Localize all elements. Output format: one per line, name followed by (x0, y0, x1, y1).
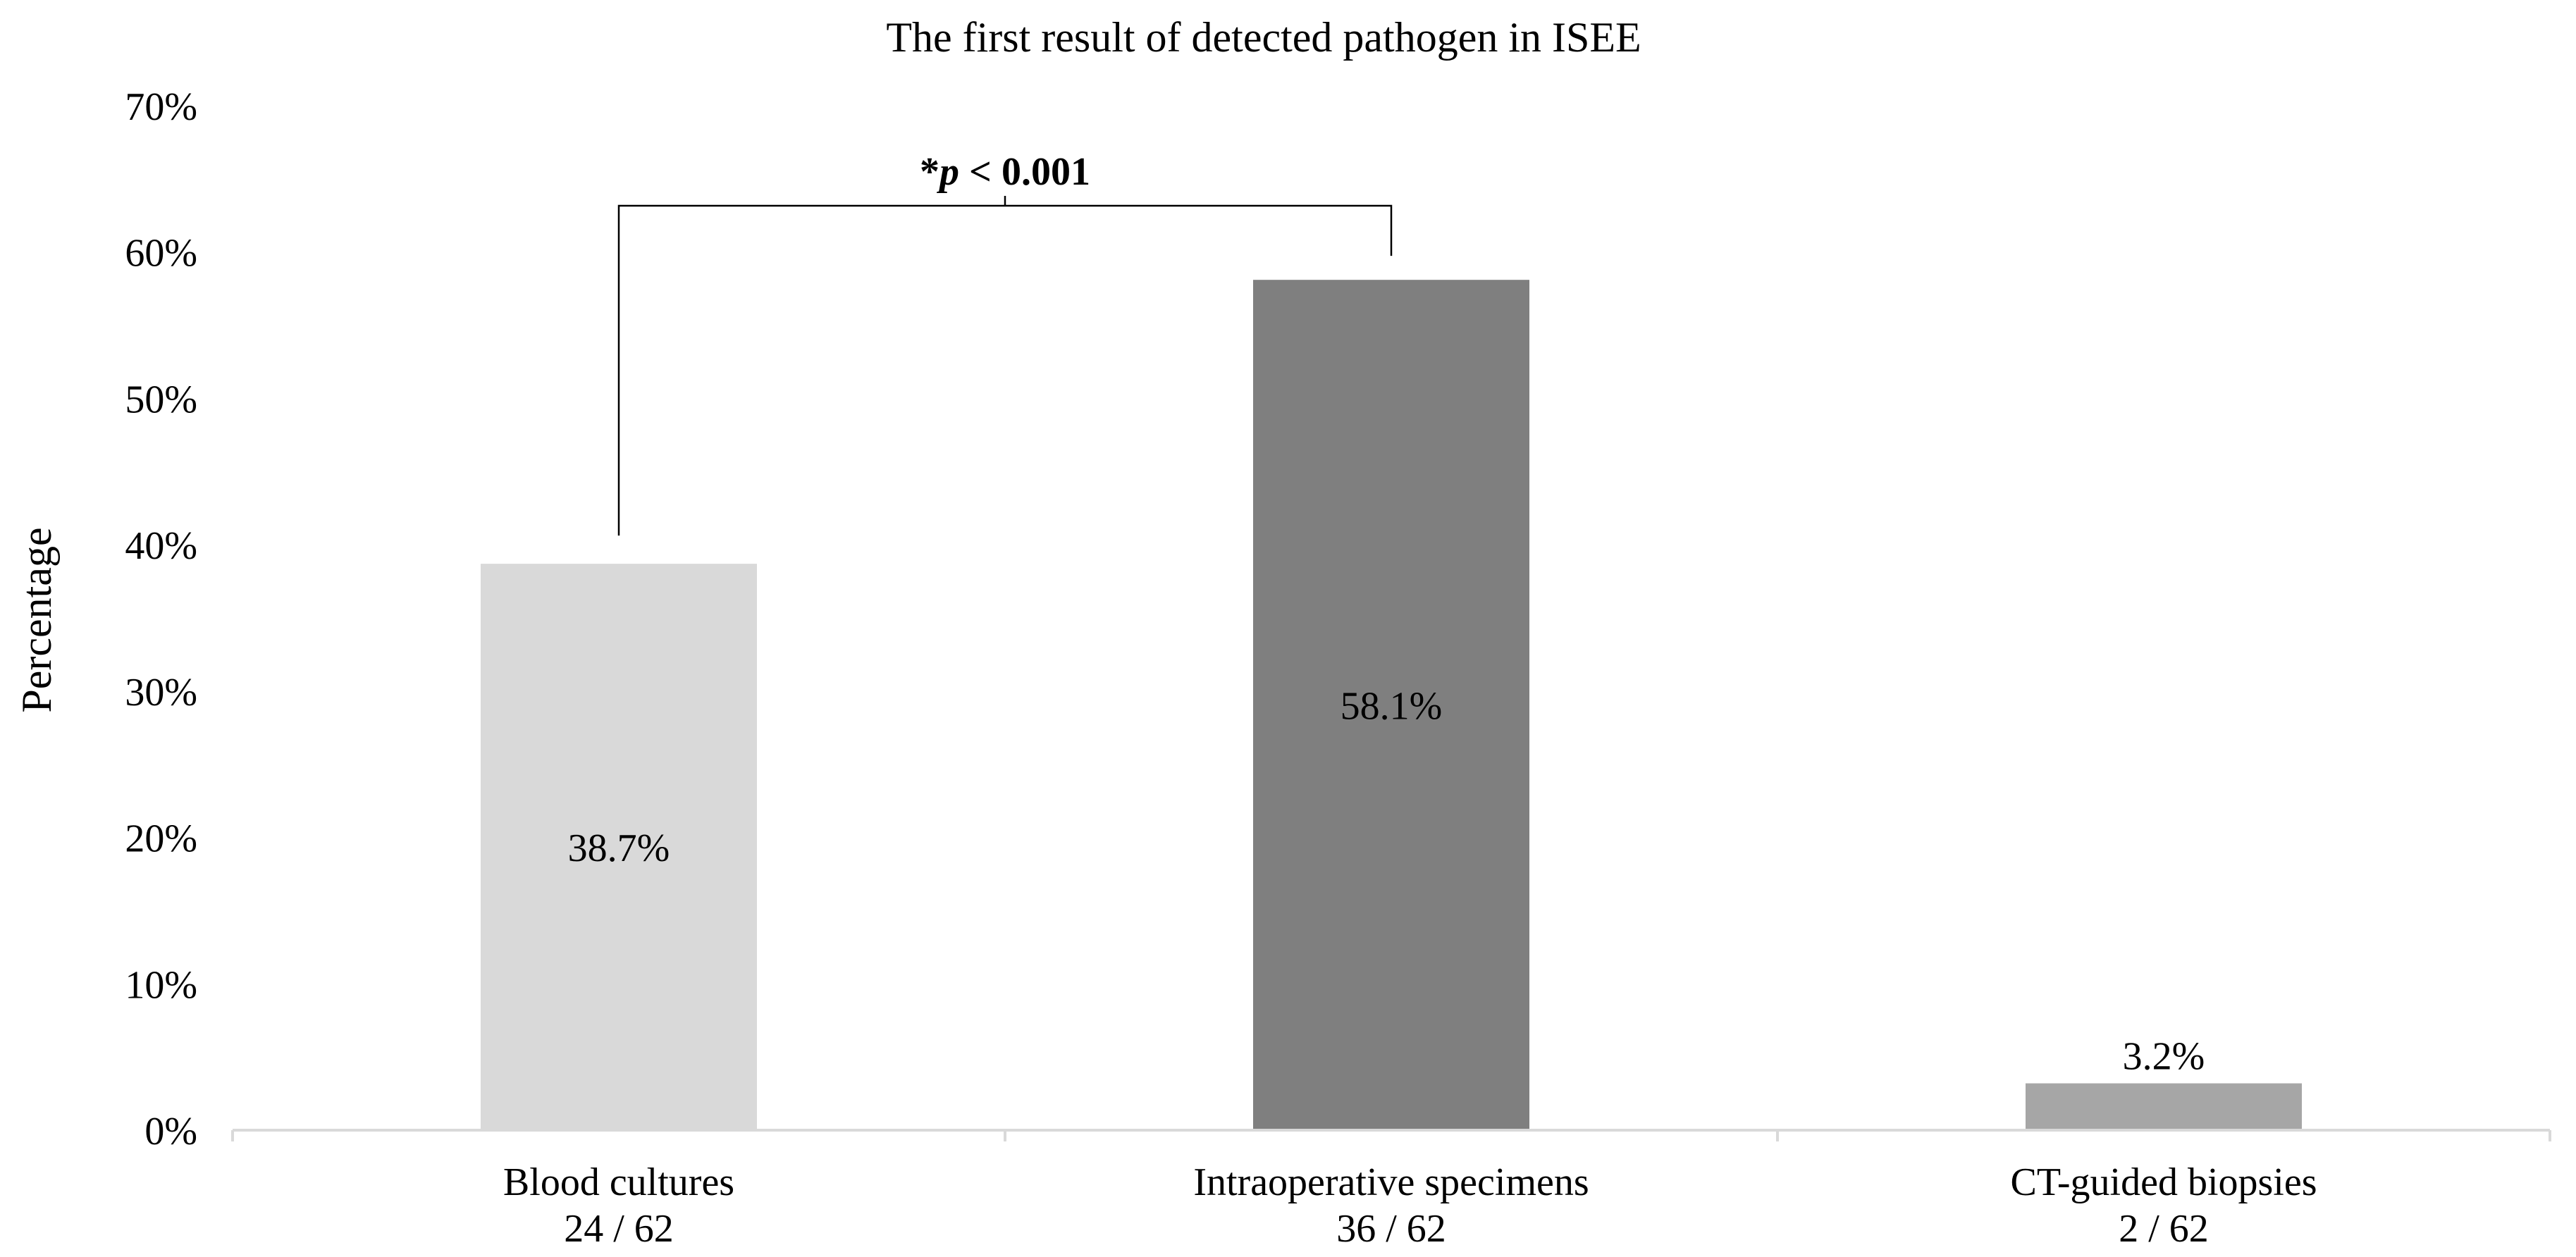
y-tick-label: 0% (144, 1110, 197, 1153)
bar-value-label: 38.7% (568, 826, 670, 870)
y-axis-label: Percentage (13, 527, 60, 712)
x-tick-count: 2 / 62 (2119, 1207, 2209, 1251)
chart-title: The first result of detected pathogen in… (886, 14, 1641, 61)
x-axis (231, 1129, 2551, 1141)
bar (1253, 280, 1529, 1131)
x-tick-label: CT-guided biopsies (2010, 1160, 2317, 1204)
bar (481, 564, 757, 1130)
bar (2026, 1083, 2302, 1130)
y-tick-label: 70% (125, 85, 197, 129)
p-value-symbol: p (937, 150, 959, 194)
x-tick-label: Blood cultures (503, 1160, 734, 1204)
bars: 38.7% 58.1% 3.2% (481, 280, 2302, 1131)
bar-value-label: 58.1% (1341, 685, 1443, 729)
p-value-label: *p < 0.001 (920, 150, 1090, 194)
y-tick-label: 20% (125, 817, 197, 861)
y-tick-label: 10% (125, 963, 197, 1007)
x-tick-count: 36 / 62 (1336, 1207, 1446, 1251)
y-tick-label: 50% (125, 378, 197, 421)
x-tick-count: 24 / 62 (564, 1207, 674, 1251)
significance-bracket: *p < 0.001 (617, 150, 1393, 536)
y-axis-ticks: 0% 10% 20% 30% 40% 50% 60% 70% (125, 85, 197, 1153)
x-tick-label: Intraoperative specimens (1193, 1160, 1589, 1204)
y-tick-label: 40% (125, 524, 197, 568)
y-tick-label: 60% (125, 232, 197, 275)
p-value-text: < 0.001 (959, 150, 1090, 194)
p-value-star: * (920, 150, 939, 194)
y-tick-label: 30% (125, 671, 197, 714)
bar-value-label: 3.2% (2123, 1035, 2205, 1079)
